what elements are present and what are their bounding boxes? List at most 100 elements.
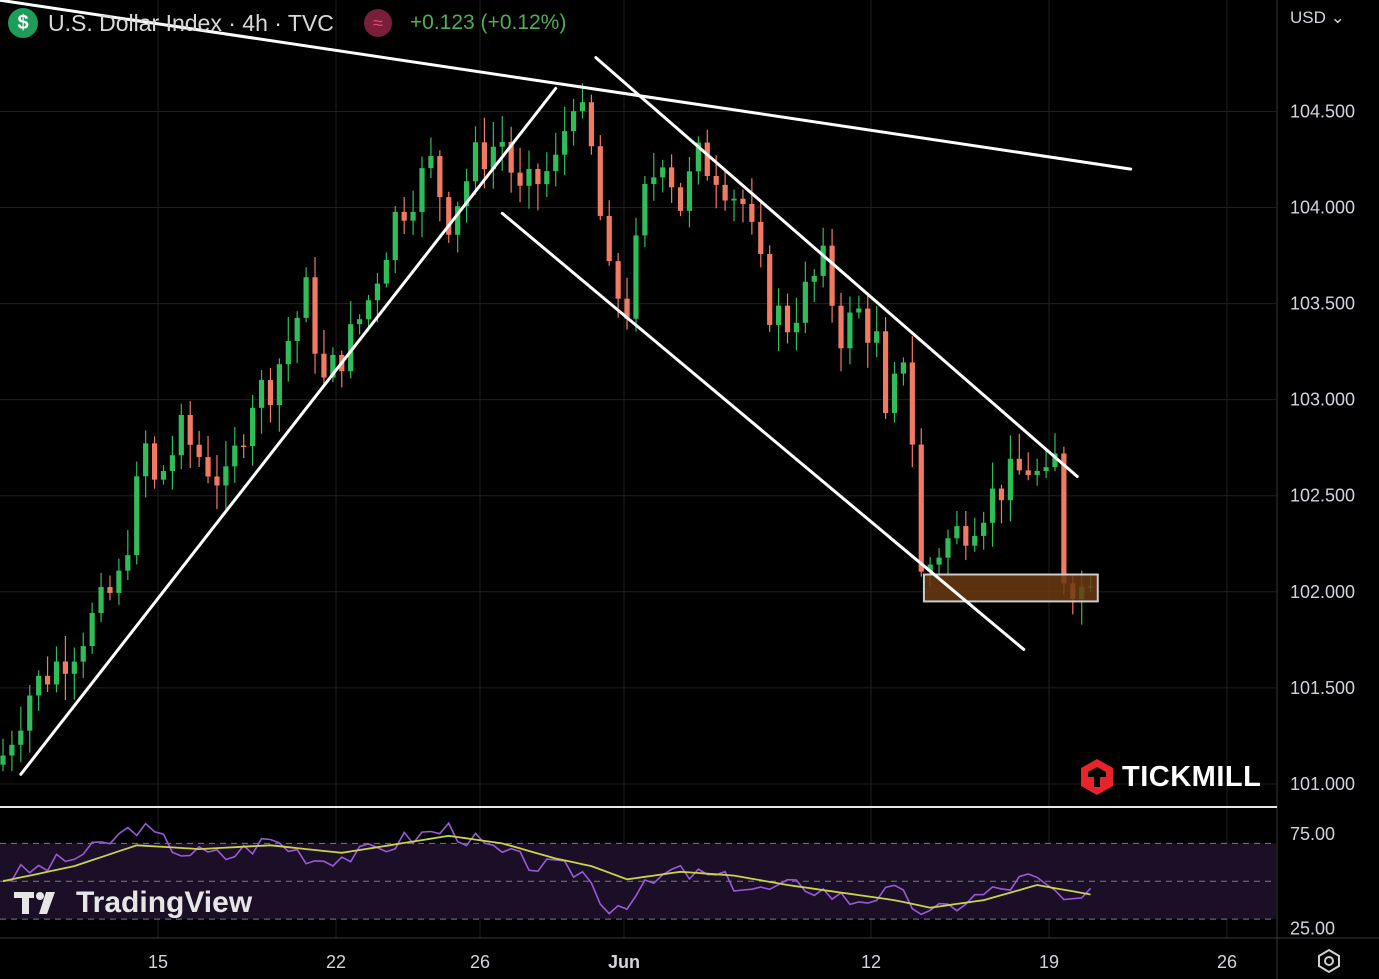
candle xyxy=(722,168,728,211)
time-tick-label: 12 xyxy=(861,952,881,972)
candle xyxy=(178,403,184,470)
candle xyxy=(490,121,496,189)
candle xyxy=(303,267,309,323)
candle-body xyxy=(428,156,434,169)
candle-body xyxy=(312,277,318,354)
candle-body xyxy=(348,324,354,372)
rsi-tick-label: 75.00 xyxy=(1290,824,1335,844)
time-tick-label: 19 xyxy=(1039,952,1059,972)
candle-body xyxy=(767,253,773,325)
candle xyxy=(71,647,77,700)
candle xyxy=(597,135,603,221)
candle xyxy=(856,295,862,319)
candle xyxy=(776,288,782,352)
support-zone[interactable] xyxy=(922,573,1099,603)
candle xyxy=(544,152,550,197)
rsi-ma-line xyxy=(2,834,1091,909)
candle xyxy=(838,292,844,372)
candle xyxy=(1034,458,1040,486)
candle-body xyxy=(579,102,586,112)
candle-body xyxy=(954,526,960,539)
candle-body xyxy=(588,102,594,147)
candle xyxy=(891,361,898,423)
candle-body xyxy=(686,171,693,211)
gear-icon[interactable] xyxy=(1316,948,1342,974)
currency-selector[interactable]: USD ⌄ xyxy=(1290,8,1345,28)
candle xyxy=(232,426,238,483)
candle xyxy=(223,441,229,510)
candle-body xyxy=(963,526,969,546)
symbol-title[interactable]: U.S. Dollar Index · 4h · TVC xyxy=(48,9,334,36)
candle-body xyxy=(998,488,1005,501)
candle xyxy=(562,106,568,176)
candle xyxy=(312,257,318,374)
candle xyxy=(134,461,140,565)
candle-body xyxy=(865,308,871,343)
candle xyxy=(53,646,60,693)
candle-body xyxy=(1061,453,1067,584)
candle xyxy=(829,228,835,323)
candle-body xyxy=(651,177,657,184)
candle-body xyxy=(945,538,951,558)
candle-body xyxy=(856,308,862,313)
candle xyxy=(160,465,167,485)
candle xyxy=(802,261,808,334)
candle-body xyxy=(392,211,398,261)
candle-body xyxy=(972,535,978,546)
dollar-sign-icon[interactable]: $ xyxy=(8,8,38,38)
candle xyxy=(642,175,648,248)
candle xyxy=(98,572,104,623)
candle xyxy=(508,126,514,193)
candle-body xyxy=(660,167,666,178)
chevron-down-icon: ⌄ xyxy=(1330,8,1345,27)
candle-body xyxy=(1025,470,1031,475)
candle xyxy=(1043,449,1049,479)
candle-body xyxy=(508,142,514,173)
candle xyxy=(1061,446,1067,595)
candle-body xyxy=(258,380,265,408)
candle-body xyxy=(18,730,24,745)
time-axis[interactable]: 15 22 26 Jun 12 19 26 xyxy=(148,952,1237,972)
candle-body xyxy=(294,317,300,341)
candle xyxy=(321,329,327,387)
candle xyxy=(89,602,95,654)
tickmill-icon xyxy=(1081,759,1113,795)
candle-body xyxy=(330,354,336,378)
trendline-channel-lower xyxy=(500,211,1026,651)
candle xyxy=(588,94,594,155)
candle-body xyxy=(169,455,175,471)
candle-body xyxy=(695,142,701,172)
candle-body xyxy=(1016,458,1022,471)
candle-body xyxy=(383,260,389,284)
price-tick-label: 102.000 xyxy=(1290,582,1355,602)
candle-body xyxy=(196,444,202,458)
candle-body xyxy=(749,204,755,222)
candle xyxy=(981,511,987,550)
price-grid xyxy=(0,0,1276,938)
candle xyxy=(740,189,746,223)
candle-body xyxy=(918,444,924,572)
candle xyxy=(285,317,291,382)
data-source-icon[interactable]: ≈ xyxy=(363,9,392,37)
candle-body xyxy=(223,466,229,486)
candle-body xyxy=(526,169,532,186)
candle-body xyxy=(446,197,452,235)
candle xyxy=(196,430,202,468)
candle-body xyxy=(499,142,505,147)
candle xyxy=(695,136,701,185)
candle-body xyxy=(401,211,407,221)
candle-body xyxy=(250,407,256,447)
trendlines[interactable] xyxy=(0,0,1133,776)
candle-body xyxy=(80,646,86,662)
candle xyxy=(758,199,764,268)
currency-label: USD xyxy=(1290,8,1326,27)
candle xyxy=(731,189,737,222)
price-tick-label: 104.500 xyxy=(1290,101,1355,121)
price-tick-label: 101.000 xyxy=(1290,774,1355,794)
candle-body xyxy=(419,168,425,212)
candle xyxy=(143,430,149,498)
candle-body xyxy=(544,171,550,185)
candle-body xyxy=(642,183,648,236)
